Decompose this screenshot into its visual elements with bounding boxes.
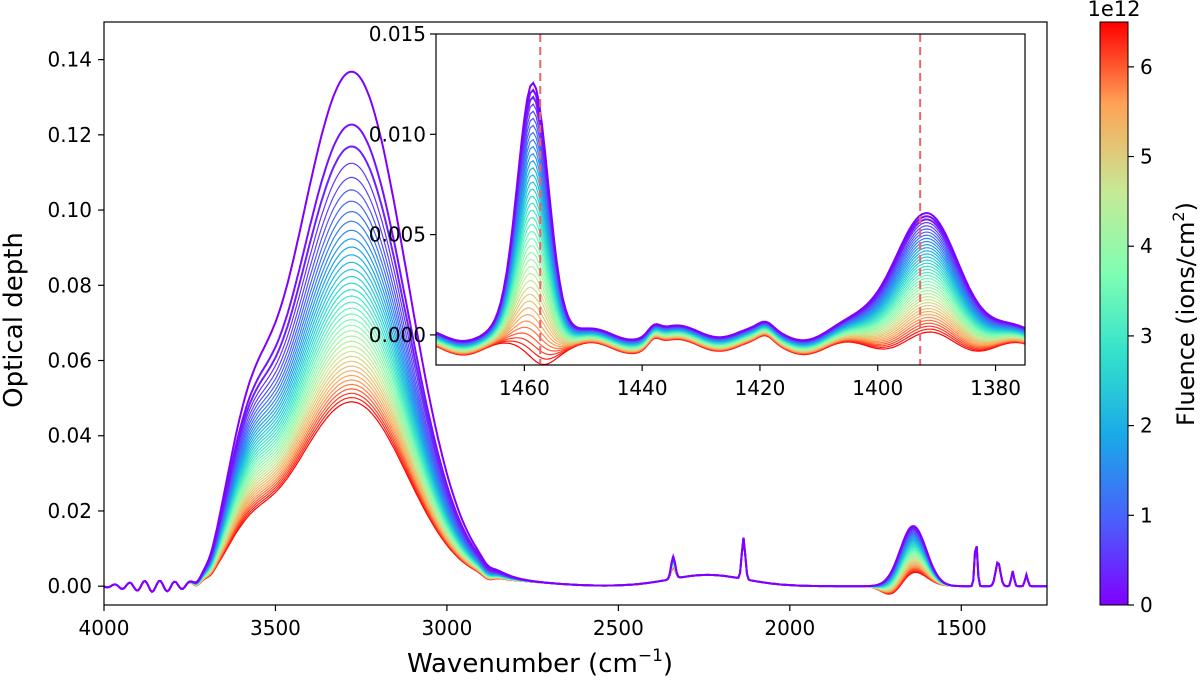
inset-x-tick-label: 1420 — [734, 376, 785, 400]
colorbar-tick-label: 3 — [1140, 324, 1153, 348]
inset-x-tick-label: 1400 — [852, 376, 903, 400]
main-y-tick-label: 0.06 — [47, 349, 92, 373]
inset-y-tick-label: 0.000 — [369, 323, 426, 347]
main-x-tick-label: 2500 — [593, 616, 644, 640]
main-y-tick-label: 0.08 — [47, 273, 92, 297]
inset-x-tick-label: 1460 — [499, 376, 550, 400]
inset-axes-frame — [435, 33, 1026, 366]
inset-y-ticks: 0.000 0.005 0.010 0.015 — [369, 22, 436, 347]
inset-y-tick-label: 0.010 — [369, 122, 426, 146]
colorbar-gradient — [1099, 21, 1129, 606]
main-y-tick-label: 0.00 — [47, 574, 92, 598]
colorbar-tick-label: 4 — [1140, 234, 1153, 258]
colorbar-exponent: 1e12 — [1087, 0, 1140, 21]
inset-x-tick-label: 1380 — [970, 376, 1021, 400]
main-axes-frame — [103, 21, 1048, 606]
main-series-group — [103, 70, 1047, 595]
main-y-tick-label: 0.04 — [47, 424, 92, 448]
main-y-axis-label: Optical depth — [0, 232, 29, 408]
main-x-axis-label: Wavenumber (cm−1) — [407, 646, 673, 679]
main-x-tick-label: 1500 — [936, 616, 987, 640]
main-x-tick-label: 3000 — [421, 616, 472, 640]
main-y-tick-label: 0.02 — [47, 499, 92, 523]
colorbar-label: Fluence (ions/cm2) — [1169, 202, 1200, 426]
colorbar-tick-label: 2 — [1140, 414, 1153, 438]
main-series-line — [103, 70, 1047, 594]
colorbar-ticks: 0 1 2 3 4 5 6 — [1128, 55, 1153, 617]
inset-x-tick-label: 1440 — [617, 376, 668, 400]
colorbar-tick-label: 6 — [1140, 55, 1153, 79]
main-y-ticks: 0.00 0.02 0.04 0.06 0.08 0.10 0.12 0.14 — [47, 48, 104, 598]
inset-plot: 1460 1440 1420 1400 1380 0.000 0.005 0.010 0.01… — [369, 22, 1026, 400]
inset-series-group — [435, 81, 1026, 366]
inset-x-ticks: 1460 1440 1420 1400 1380 — [499, 365, 1021, 400]
main-x-ticks: 4000 3500 3000 2500 2000 1500 — [79, 605, 987, 640]
colorbar-tick-label: 5 — [1140, 145, 1153, 169]
inset-reference-lines — [539, 34, 922, 365]
colorbar: 0 1 2 3 4 5 6 1e12 Fluence (ions/cm2) — [1087, 0, 1200, 617]
main-plot: 4000 3500 3000 2500 2000 1500 0.000.020.040.0… — [0, 21, 1048, 679]
inset-y-tick-label: 0.005 — [369, 223, 426, 247]
colorbar-tick-label: 0 — [1140, 593, 1153, 617]
main-x-tick-label: 2000 — [764, 616, 815, 640]
main-x-tick-label: 4000 — [79, 616, 130, 640]
main-y-tick-label: 0.14 — [47, 48, 92, 72]
inset-y-tick-label: 0.015 — [369, 22, 426, 46]
main-x-tick-label: 3500 — [250, 616, 301, 640]
main-y-tick-label: 0.10 — [47, 198, 92, 222]
colorbar-tick-label: 1 — [1140, 503, 1153, 527]
inset-series-line — [435, 81, 1026, 342]
main-y-tick-label: 0.12 — [47, 123, 92, 147]
